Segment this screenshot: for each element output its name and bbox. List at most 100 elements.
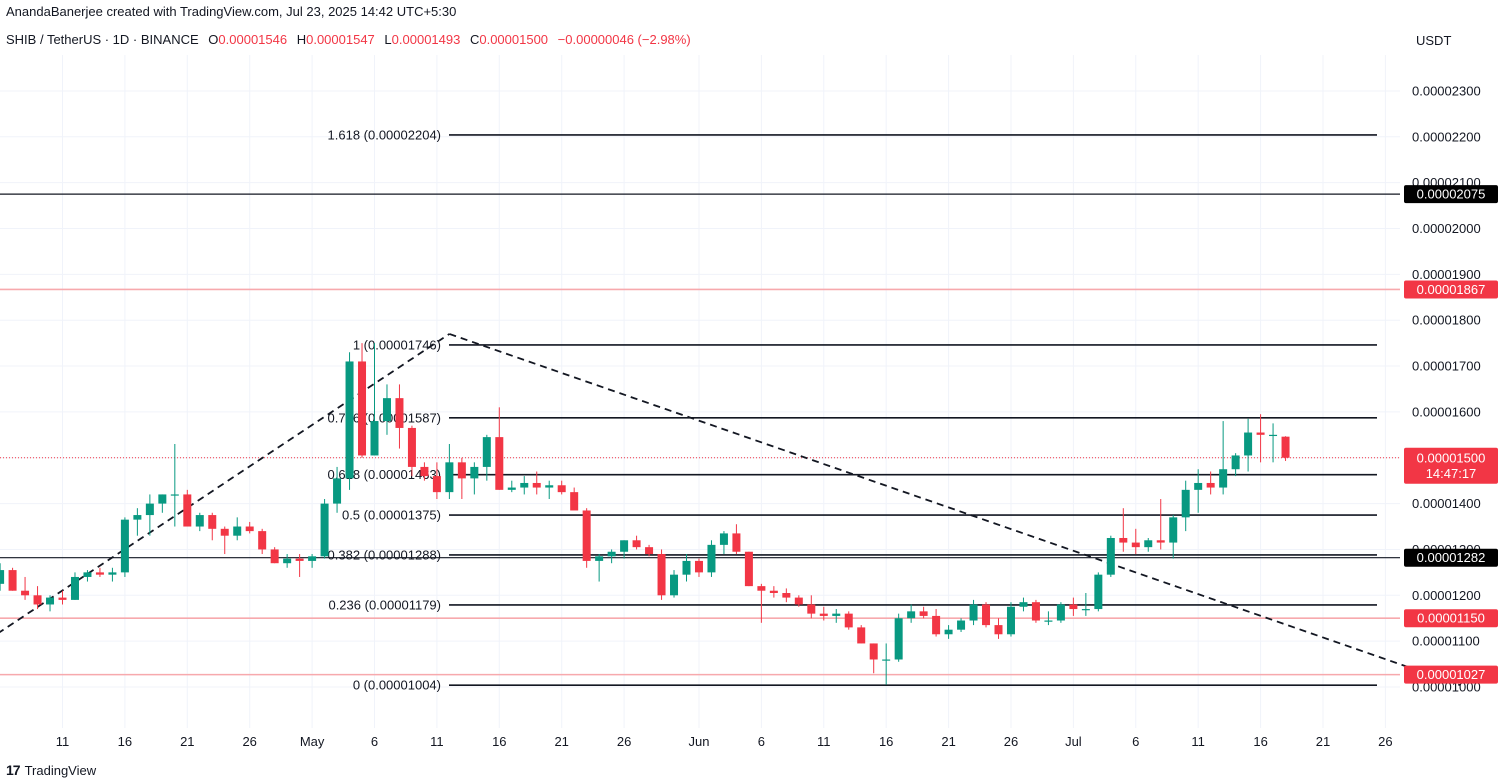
candle-body[interactable]	[1019, 602, 1028, 607]
candle-body[interactable]	[1219, 469, 1228, 488]
candle-body[interactable]	[557, 485, 566, 493]
candle-body[interactable]	[857, 627, 866, 644]
candle-body[interactable]	[370, 421, 379, 456]
candle-body[interactable]	[1006, 606, 1015, 635]
candle-body[interactable]	[432, 476, 441, 493]
candle-body[interactable]	[295, 558, 304, 561]
candle-body[interactable]	[819, 613, 828, 616]
candle-body[interactable]	[520, 482, 529, 488]
candle-body[interactable]	[283, 558, 292, 564]
candle-body[interactable]	[0, 570, 5, 584]
candle-body[interactable]	[170, 494, 179, 496]
currency-label[interactable]: USDT	[1416, 33, 1452, 48]
candle-body[interactable]	[632, 540, 641, 548]
candle-body[interactable]	[595, 556, 604, 561]
candle-body[interactable]	[233, 526, 242, 536]
trendline[interactable]	[449, 333, 1461, 687]
candle-body[interactable]	[1231, 455, 1240, 470]
candle-body[interactable]	[95, 572, 104, 575]
candle-body[interactable]	[969, 604, 978, 621]
candle-body[interactable]	[58, 597, 67, 600]
candle-body[interactable]	[345, 361, 354, 479]
candle-body[interactable]	[1269, 434, 1278, 437]
candle-body[interactable]	[382, 398, 391, 422]
candle-body[interactable]	[757, 586, 766, 591]
candle-body[interactable]	[844, 613, 853, 628]
candle-body[interactable]	[33, 595, 42, 605]
candle-body[interactable]	[907, 611, 916, 619]
candle-body[interactable]	[1194, 482, 1203, 490]
candle-body[interactable]	[944, 629, 953, 635]
candle-body[interactable]	[994, 625, 1003, 635]
candle-body[interactable]	[507, 487, 516, 490]
candle-body[interactable]	[358, 361, 367, 456]
candle-body[interactable]	[694, 560, 703, 573]
candle-body[interactable]	[83, 572, 92, 577]
candle-body[interactable]	[270, 549, 279, 564]
candle-body[interactable]	[1144, 540, 1153, 548]
candle-body[interactable]	[719, 533, 728, 545]
candle-body[interactable]	[1106, 537, 1115, 575]
candle-body[interactable]	[744, 551, 753, 587]
candle-body[interactable]	[1156, 540, 1165, 543]
candle-body[interactable]	[645, 547, 654, 555]
candle-body[interactable]	[1244, 432, 1253, 456]
candle-body[interactable]	[145, 503, 154, 516]
candle-body[interactable]	[532, 482, 541, 488]
candle-body[interactable]	[8, 570, 17, 591]
candle-body[interactable]	[1256, 432, 1265, 435]
candle-body[interactable]	[607, 551, 616, 557]
candle-body[interactable]	[545, 485, 554, 488]
candle-body[interactable]	[395, 398, 404, 428]
candle-body[interactable]	[769, 590, 778, 594]
candle-body[interactable]	[1044, 620, 1053, 622]
candle-body[interactable]	[1031, 602, 1040, 621]
candle-body[interactable]	[470, 466, 479, 479]
candle-body[interactable]	[657, 554, 666, 596]
candle-body[interactable]	[308, 556, 317, 561]
candle-body[interactable]	[1056, 604, 1065, 621]
candle-body[interactable]	[457, 462, 466, 479]
candle-body[interactable]	[195, 515, 204, 527]
candle-body[interactable]	[1094, 574, 1103, 610]
candle-body[interactable]	[1131, 542, 1140, 548]
candle-body[interactable]	[832, 613, 841, 616]
candle-body[interactable]	[1281, 436, 1290, 458]
candle-body[interactable]	[794, 597, 803, 605]
candle-body[interactable]	[682, 560, 691, 575]
candle-body[interactable]	[482, 437, 491, 467]
candle-body[interactable]	[919, 611, 928, 616]
candle-body[interactable]	[894, 618, 903, 660]
trendline[interactable]	[0, 333, 450, 673]
candle-body[interactable]	[133, 515, 142, 520]
candle-body[interactable]	[420, 466, 429, 477]
candle-body[interactable]	[1081, 609, 1090, 611]
candle-body[interactable]	[782, 593, 791, 598]
candle-body[interactable]	[183, 494, 192, 527]
candle-body[interactable]	[245, 526, 254, 532]
candle-body[interactable]	[620, 540, 629, 552]
candle-body[interactable]	[445, 462, 454, 493]
candle-body[interactable]	[120, 519, 129, 573]
candle-body[interactable]	[869, 643, 878, 660]
candle-body[interactable]	[220, 528, 229, 536]
candle-body[interactable]	[46, 597, 55, 605]
candle-body[interactable]	[932, 615, 941, 635]
candle-body[interactable]	[333, 478, 342, 504]
candle-body[interactable]	[320, 503, 329, 557]
candle-body[interactable]	[258, 531, 267, 550]
candle-body[interactable]	[70, 576, 79, 600]
candle-body[interactable]	[108, 572, 117, 575]
symbol-name[interactable]: SHIB / TetherUS · 1D · BINANCE	[6, 32, 199, 47]
candle-body[interactable]	[158, 494, 167, 504]
candle-body[interactable]	[1181, 489, 1190, 518]
candle-body[interactable]	[1169, 517, 1178, 543]
candle-body[interactable]	[407, 427, 416, 467]
candle-body[interactable]	[982, 604, 991, 626]
candle-body[interactable]	[957, 620, 966, 630]
candle-body[interactable]	[732, 533, 741, 552]
candle-body[interactable]	[1069, 604, 1078, 610]
candle-body[interactable]	[807, 604, 816, 614]
candle-body[interactable]	[208, 515, 217, 529]
